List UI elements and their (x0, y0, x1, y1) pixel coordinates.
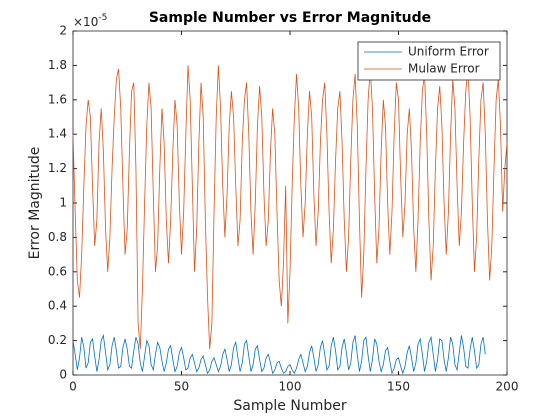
y-tick-label: 0 (59, 368, 67, 382)
chart-title: Sample Number vs Error Magnitude (149, 10, 431, 26)
y-tick-label: 2 (59, 24, 67, 38)
y-tick-label: 1.2 (48, 161, 67, 175)
series-line (72, 65, 508, 350)
legend-label: Mulaw Error (408, 62, 480, 76)
y-tick-label: 1.6 (48, 92, 67, 106)
x-tick-label: 0 (69, 380, 77, 394)
x-tick-label: 150 (387, 380, 410, 394)
y-tick-label: 1.8 (48, 58, 67, 72)
y-exponent-power: -5 (98, 13, 107, 23)
legend-box (357, 41, 501, 81)
y-tick-label: 1 (59, 196, 67, 210)
y-tick-label: 0.2 (48, 333, 67, 347)
y-tick-label: 0.4 (48, 299, 67, 313)
x-tick-label: 100 (279, 380, 302, 394)
series-line (72, 333, 486, 375)
y-exponent: ×10-5 (73, 13, 107, 29)
y-axis-label: Error Magnitude (27, 147, 43, 260)
y-tick-label: 0.8 (48, 230, 67, 244)
y-tick-label: 1.4 (48, 127, 67, 141)
x-tick-label: 200 (496, 380, 519, 394)
y-tick-label: 0.6 (48, 264, 67, 278)
x-tick-label: 50 (174, 380, 189, 394)
y-exponent-base: ×10 (73, 15, 98, 29)
x-axis-label: Sample Number (233, 398, 346, 414)
legend-label: Uniform Error (408, 45, 489, 59)
